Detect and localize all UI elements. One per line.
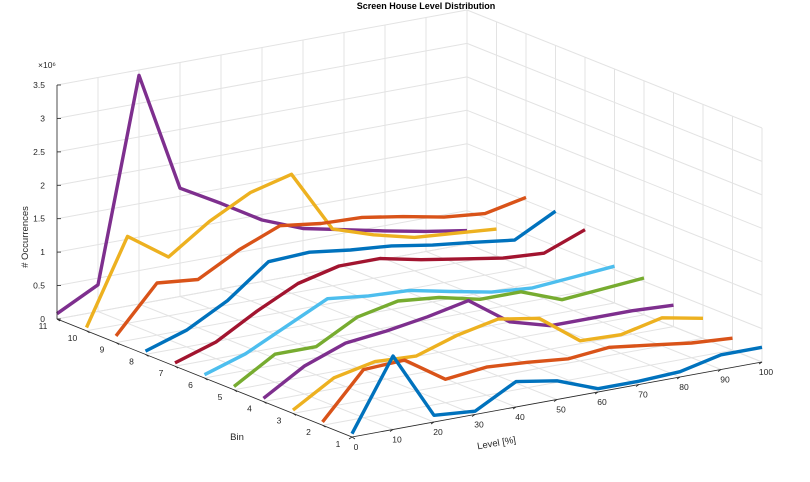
x-tick-label: 40: [515, 412, 525, 422]
tick-layer: 0102030405060708090100123456789101100.51…: [33, 80, 773, 452]
z-axis-label: # Occurrences: [20, 206, 31, 268]
back-wall-gridline: [56, 243, 468, 320]
side-wall-gridline: [466, 9, 763, 129]
side-wall-gridline: [466, 210, 763, 330]
y-tick-mark: [145, 354, 149, 357]
z-tick-label: 0: [40, 314, 45, 324]
y-tick-label: 3: [277, 415, 282, 425]
y-tick-mark: [204, 377, 208, 381]
z-tick-label: 2.5: [33, 147, 45, 157]
y-tick-label: 8: [129, 356, 134, 366]
side-wall-gridline: [466, 143, 763, 263]
y-tick-label: 6: [188, 380, 193, 390]
x-tick-label: 20: [433, 427, 443, 437]
y-tick-label: 2: [306, 427, 311, 437]
x-tick-mark: [717, 369, 722, 372]
y-tick-label: 1: [336, 439, 341, 449]
y-tick-mark: [263, 401, 267, 404]
y-tick-mark: [174, 365, 179, 369]
side-wall-gridline: [466, 42, 763, 162]
x-tick-mark: [676, 376, 681, 380]
z-tick-label: 3.5: [33, 80, 45, 90]
z-tick-label: 3: [40, 113, 45, 123]
side-wall-gridline: [466, 109, 763, 229]
x-axis-label: Level [%]: [476, 435, 516, 453]
back-wall-gridline: [56, 210, 468, 287]
y-tick-mark: [86, 330, 90, 334]
series-line-bin-7: [174, 228, 586, 365]
y-tick-mark: [322, 424, 326, 428]
back-wall-gridline: [56, 9, 468, 86]
x-tick-label: 100: [759, 367, 773, 377]
side-wall-gridline: [466, 243, 763, 363]
x-tick-label: 50: [556, 405, 566, 415]
x-tick-label: 0: [354, 442, 359, 452]
z-tick-label: 1: [40, 247, 45, 257]
z-tick-label: 1.5: [33, 214, 45, 224]
series-layer: [56, 73, 763, 435]
x-tick-label: 60: [597, 397, 607, 407]
y-tick-mark: [115, 342, 120, 345]
z-exponent-label: ×10⁶: [38, 60, 56, 70]
floor-gridline: [322, 349, 733, 426]
floor-gridline: [86, 255, 497, 332]
x-tick-label: 90: [720, 375, 730, 385]
y-tick-label: 7: [159, 368, 164, 378]
floor-gridline: [292, 337, 704, 414]
y-tick-mark: [233, 389, 238, 393]
x-tick-mark: [553, 399, 558, 402]
series-line-bin-4: [262, 298, 674, 400]
back-wall-gridline: [56, 143, 468, 220]
floor-gridline: [233, 314, 645, 391]
y-tick-label: 9: [100, 345, 105, 355]
y-tick-mark: [292, 413, 297, 416]
y-axis-label: Bin: [230, 432, 244, 443]
series-line-bin-3: [291, 316, 704, 412]
series-line-bin-5: [232, 276, 645, 388]
x-tick-mark: [594, 391, 599, 395]
x-tick-mark: [348, 436, 353, 440]
series-line-bin-9: [114, 195, 527, 337]
x-tick-mark: [389, 429, 394, 432]
x-tick-label: 10: [392, 435, 402, 445]
x-tick-label: 80: [679, 382, 689, 392]
floor-gridline: [174, 290, 586, 367]
side-wall-gridline: [466, 176, 763, 296]
side-wall-gridline: [466, 76, 763, 196]
x-tick-mark: [430, 421, 435, 425]
x-tick-label: 70: [638, 390, 648, 400]
series-line-bin-10: [84, 172, 497, 329]
z-tick-label: 2: [40, 180, 45, 190]
x-tick-label: 30: [474, 420, 484, 430]
series-line-bin-1: [350, 345, 763, 435]
x-tick-mark: [635, 384, 640, 387]
series-line-bin-6: [203, 264, 615, 377]
chart-title: Screen House Level Distribution: [357, 1, 496, 11]
x-tick-mark: [758, 361, 763, 365]
y-tick-label: 10: [68, 333, 78, 343]
y-tick-label: 5: [218, 392, 223, 402]
back-wall-gridline: [56, 42, 468, 119]
back-wall-gridline: [56, 109, 468, 186]
floor-gridline: [204, 302, 615, 379]
x-tick-mark: [512, 406, 517, 410]
floor-gridline: [263, 326, 674, 403]
y-tick-label: 11: [39, 321, 48, 331]
y-tick-label: 4: [247, 404, 252, 414]
series-line-bin-11: [56, 73, 468, 316]
z-tick-label: 0.5: [33, 281, 45, 291]
y-tick-mark: [351, 436, 356, 440]
series-line-bin-8: [144, 209, 557, 353]
x-tick-mark: [471, 414, 476, 417]
